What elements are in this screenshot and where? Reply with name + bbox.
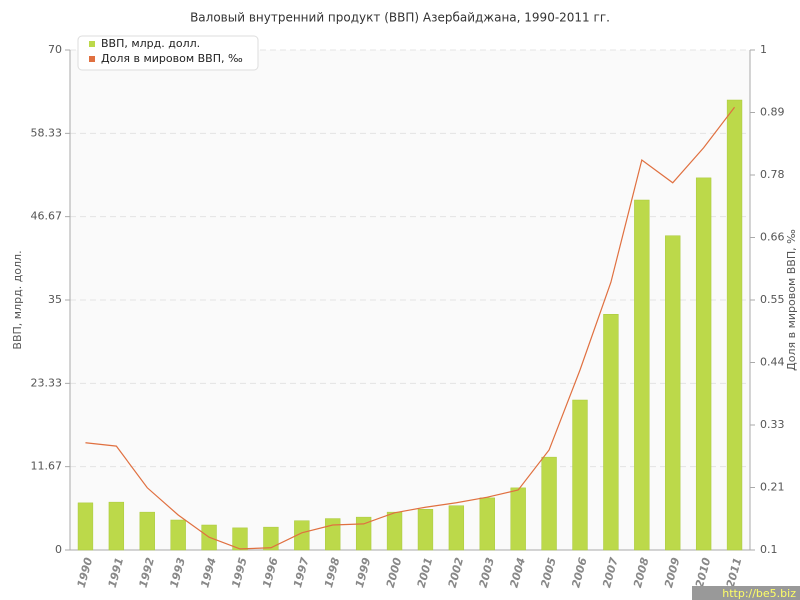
legend: ВВП, млрд. долл. Доля в мировом ВВП, ‰ <box>77 35 259 71</box>
bar <box>634 199 650 551</box>
x-tick-label: 1995 <box>229 556 250 589</box>
x-tick-label: 1998 <box>322 556 343 589</box>
legend-label: Доля в мировом ВВП, ‰ <box>101 52 243 65</box>
x-tick-label: 2010 <box>693 556 714 589</box>
bar <box>510 487 526 551</box>
x-tick-label: 2007 <box>600 556 621 589</box>
y-tick-label: 0 <box>55 543 62 556</box>
watermark: http://be5.biz <box>722 587 796 600</box>
watermark-bg <box>692 586 800 600</box>
y2-tick-label: 0.1 <box>760 543 778 556</box>
x-tick-label: 2008 <box>631 556 652 589</box>
y2-tick-label: 1 <box>760 43 767 56</box>
y2-tick-label: 0.21 <box>760 481 785 494</box>
y2-axis-label: Доля в мировом ВВП, ‰ <box>785 229 798 371</box>
bar <box>108 501 125 551</box>
bar <box>386 511 403 551</box>
x-tick-label: 1991 <box>106 556 126 589</box>
bar <box>695 177 712 551</box>
bar <box>417 509 434 551</box>
y2-tick-label: 0.44 <box>760 356 785 369</box>
bar <box>479 497 495 551</box>
y2-tick-label: 0.33 <box>760 418 785 431</box>
y-tick-label: 46.67 <box>31 210 63 223</box>
x-tick-label: 2006 <box>569 556 590 589</box>
x-tick-label: 1997 <box>291 556 312 589</box>
y-tick-label: 58.33 <box>31 126 63 139</box>
bar <box>294 520 310 551</box>
legend-swatch <box>89 41 95 47</box>
legend-label: ВВП, млрд. долл. <box>101 37 200 50</box>
bar <box>355 516 372 551</box>
x-tick-label: 2004 <box>507 556 527 589</box>
bar <box>325 518 341 551</box>
bar <box>263 526 279 551</box>
y-tick-label: 35 <box>48 293 62 306</box>
y2-tick-label: 0.66 <box>760 231 785 244</box>
x-tick-label: 1994 <box>198 556 218 589</box>
line <box>85 106 736 550</box>
x-tick-label: 2003 <box>477 556 498 589</box>
y-tick-label: 11.67 <box>31 460 63 473</box>
y2-tick-label: 0.78 <box>760 168 785 181</box>
x-tick-label: 2000 <box>384 556 405 589</box>
chart-title: Валовый внутренний продукт (ВВП) Азербай… <box>190 11 610 25</box>
bar <box>572 399 588 551</box>
y-axis-label: ВВП, млрд. долл. <box>11 250 24 349</box>
legend-box <box>77 35 259 71</box>
bar <box>170 519 186 551</box>
x-tick-label: 1993 <box>167 556 188 589</box>
x-tick-label: 2011 <box>724 556 744 589</box>
x-tick-label: 1999 <box>353 556 374 589</box>
x-tick-label: 2002 <box>446 556 467 589</box>
x-tick-label: 1992 <box>137 556 158 589</box>
x-tick-label: 1996 <box>260 556 281 589</box>
bar <box>541 456 557 551</box>
x-tick-label: 2001 <box>415 556 435 589</box>
y-tick-label: 70 <box>48 43 62 56</box>
bar <box>232 527 248 551</box>
bar <box>726 99 743 551</box>
bar <box>603 314 619 551</box>
x-tick-label: 1990 <box>75 556 96 589</box>
bar <box>448 505 465 551</box>
y2-tick-label: 0.55 <box>760 293 785 306</box>
bar <box>139 511 155 551</box>
legend-swatch <box>89 56 95 62</box>
bar <box>665 235 681 551</box>
x-tick-label: 2005 <box>538 556 559 589</box>
y2-tick-label: 0.89 <box>760 106 785 119</box>
x-tick-label: 2009 <box>662 556 683 589</box>
bar <box>77 502 94 551</box>
y-tick-label: 23.33 <box>31 376 63 389</box>
